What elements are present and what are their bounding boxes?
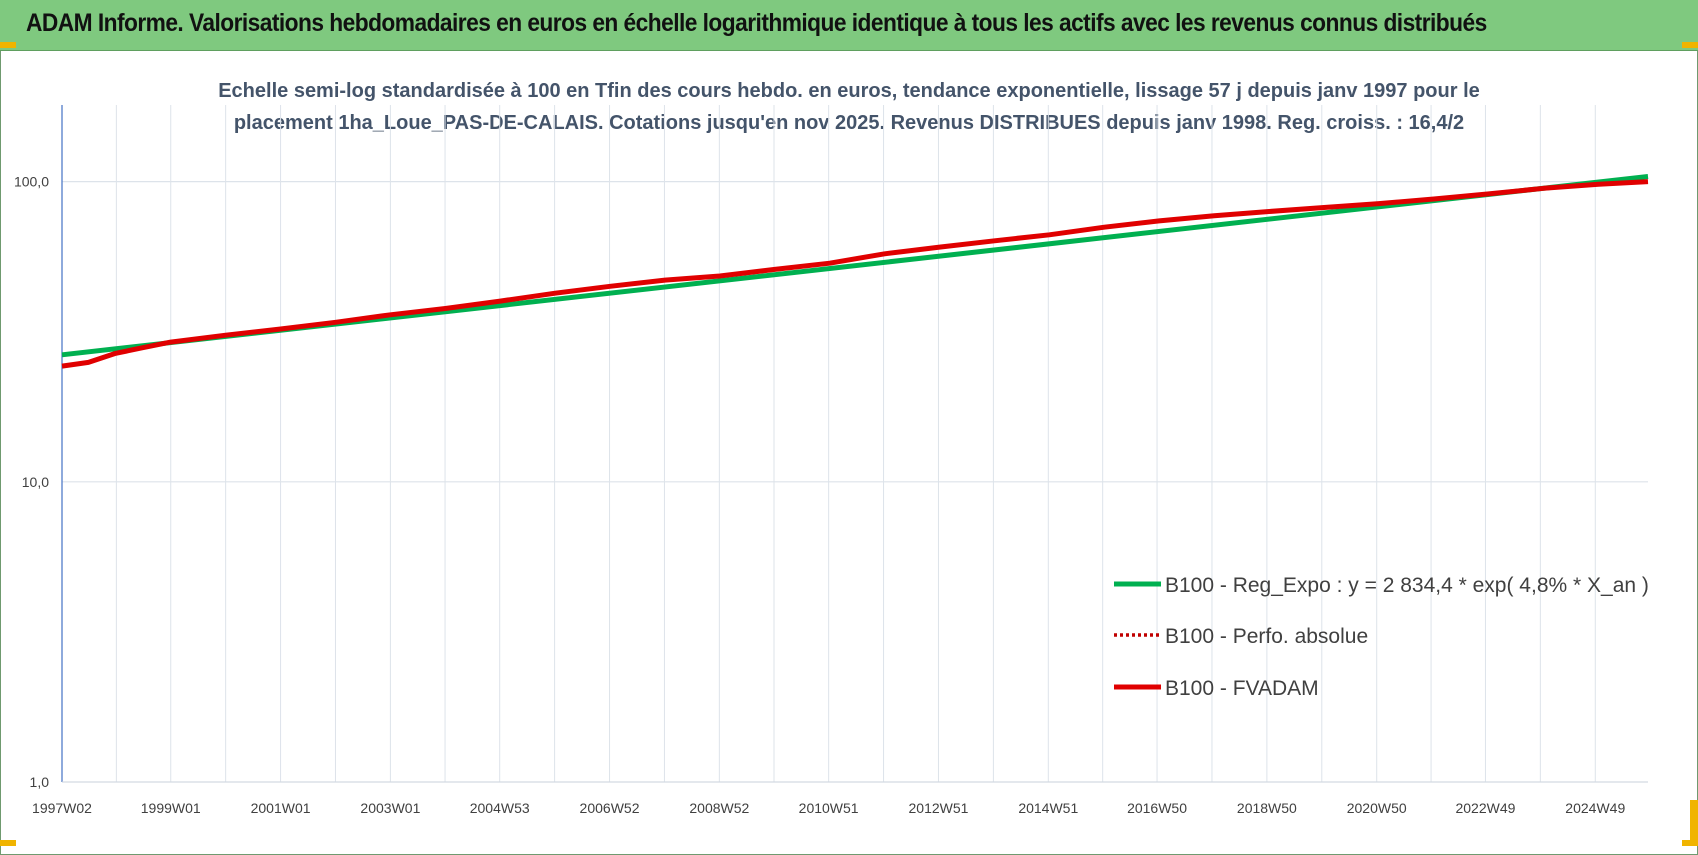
report-title: ADAM Informe. Valorisations hebdomadaire…: [26, 9, 1487, 37]
y-tick-label: 100,0: [14, 174, 49, 190]
legend-label: B100 - FVADAM: [1165, 677, 1319, 700]
x-tick-label: 2003W01: [360, 800, 420, 816]
x-tick-label: 1997W02: [32, 800, 92, 816]
x-tick-label: 2022W49: [1455, 800, 1515, 816]
series-line: [61, 179, 1649, 369]
legend-label: B100 - Reg_Expo : y = 2 834,4 * exp( 4,8…: [1165, 574, 1649, 597]
x-tick-label: 2024W49: [1565, 800, 1625, 816]
x-tick-label: 2014W51: [1018, 800, 1078, 816]
y-tick-label: 10,0: [22, 474, 49, 490]
y-tick-label: 1,0: [30, 774, 50, 790]
corner-marker-top-right: [1682, 42, 1698, 48]
corner-marker-bottom-right: [1690, 800, 1698, 842]
x-tick-label: 2010W51: [799, 800, 859, 816]
corner-marker-bottom-right-h: [1682, 840, 1698, 846]
corner-marker-top-left: [0, 42, 16, 48]
x-tick-label: 2008W52: [689, 800, 749, 816]
legend-label: B100 - Perfo. absolue: [1165, 625, 1368, 648]
chart-subtitle-line1: Echelle semi-log standardisée à 100 en T…: [218, 80, 1480, 102]
x-tick-label: 2006W52: [580, 800, 640, 816]
x-tick-label: 2001W01: [251, 800, 311, 816]
x-tick-label: 2004W53: [470, 800, 530, 816]
x-tick-label: 1999W01: [141, 800, 201, 816]
x-tick-label: 2016W50: [1127, 800, 1187, 816]
x-tick-label: 2012W51: [909, 800, 969, 816]
corner-marker-bottom-left: [0, 840, 16, 846]
x-tick-label: 2020W50: [1347, 800, 1407, 816]
x-tick-label: 2018W50: [1237, 800, 1297, 816]
report-banner: ADAM Informe. Valorisations hebdomadaire…: [0, 0, 1698, 51]
